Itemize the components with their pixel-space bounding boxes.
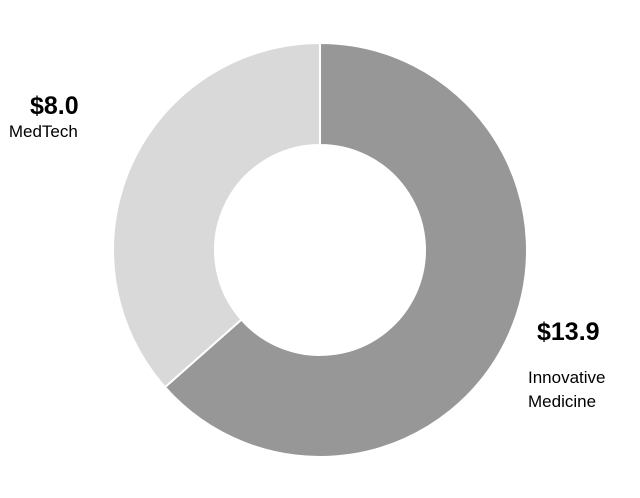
innovative-medicine-value-label: $13.9: [537, 318, 600, 346]
slice-innovative-medicine: [163, 41, 528, 458]
slice-medtech: [112, 41, 321, 389]
innovative-medicine-name-label: Innovative Medicine: [528, 368, 606, 411]
medtech-value-label: $8.0: [30, 92, 79, 120]
medtech-name-label: MedTech: [8, 122, 78, 141]
label-medtech: $8.0 MedTech: [9, 92, 79, 144]
label-innovative-medicine: $13.9: [537, 318, 600, 346]
